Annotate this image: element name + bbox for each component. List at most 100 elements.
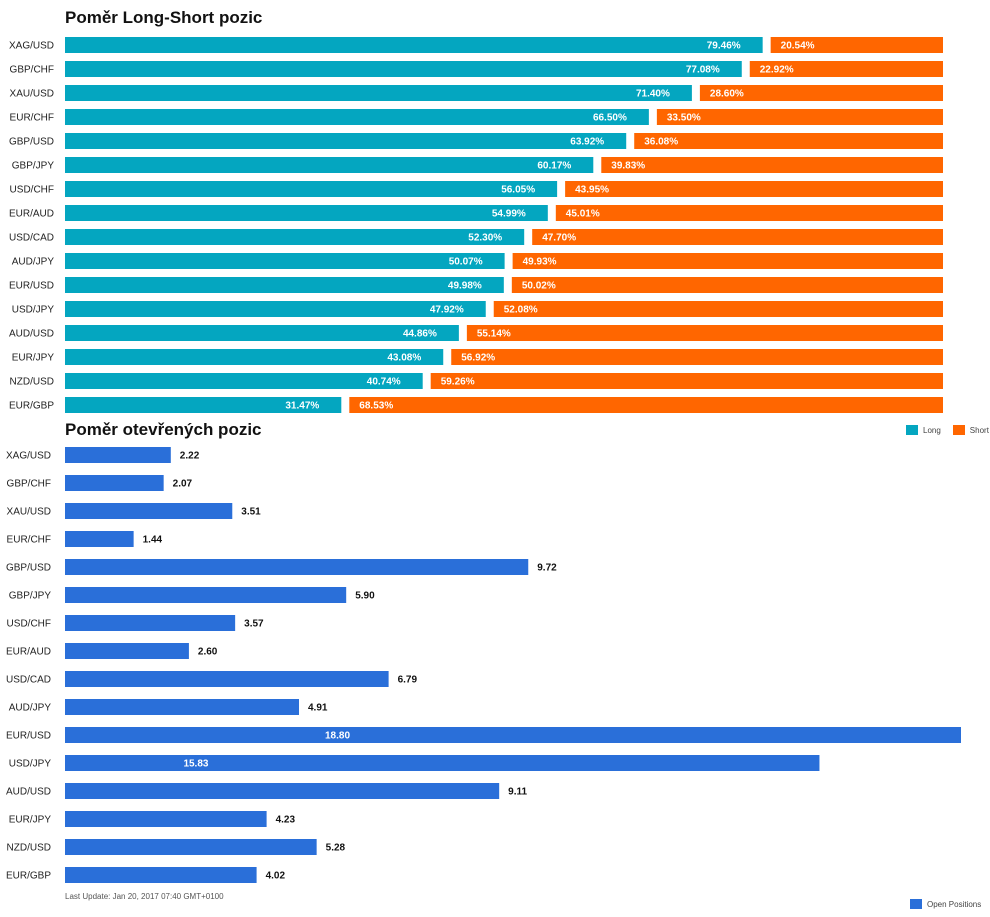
short-bar-usd-jpy: [493, 301, 943, 317]
short-bar-gbp-usd: [634, 133, 943, 149]
long-value-label: 49.98%: [448, 281, 482, 292]
long-bar-nzd-usd: [65, 373, 423, 389]
short-bar-gbp-chf: [749, 61, 943, 77]
long-bar-xau-usd: [65, 85, 692, 101]
short-legend-swatch: [952, 425, 965, 435]
open-value-label: 2.22: [180, 451, 200, 462]
op-category-nzd-usd: NZD/USD: [7, 843, 51, 854]
short-bar-nzd-usd: [430, 373, 943, 389]
short-bar-eur-chf: [656, 109, 943, 125]
short-value-label: 59.26%: [441, 377, 475, 388]
open-positions-chart-title: Poměr otevřených pozic: [65, 420, 262, 439]
open-value-label: 4.23: [276, 815, 296, 826]
short-bar-xau-usd: [699, 85, 943, 101]
long-value-label: 56.05%: [501, 185, 535, 196]
op-category-eur-usd: EUR/USD: [6, 731, 51, 742]
long-bar-usd-cad: [65, 229, 525, 245]
open-value-label: 2.60: [198, 647, 218, 658]
long-short-chart-title: Poměr Long-Short pozic: [65, 8, 263, 27]
open-value-label: 2.07: [173, 479, 193, 490]
open-value-label: 9.72: [537, 563, 557, 574]
long-legend-swatch: [906, 425, 918, 435]
op-category-gbp-usd: GBP/USD: [6, 563, 51, 574]
op-category-gbp-chf: GBP/CHF: [7, 479, 51, 490]
long-bar-eur-jpy: [65, 349, 444, 365]
last-update-text: Last Update: Jan 20, 2017 07:40 GMT+0100: [65, 892, 224, 901]
short-bar-eur-aud: [555, 205, 943, 221]
short-bar-eur-jpy: [451, 349, 943, 365]
open-bar-usd-chf: [65, 615, 236, 631]
short-value-label: 28.60%: [710, 89, 744, 100]
short-bar-xag-usd: [770, 37, 943, 53]
long-bar-eur-gbp: [65, 397, 342, 413]
ls-category-usd-jpy: USD/JPY: [12, 305, 55, 316]
open-positions-chart: XAG/USD 2.22 GBP/CHF 2.07 XAU/USD 3.51 EUR/CHF…: [6, 447, 961, 883]
short-bar-eur-usd: [511, 277, 943, 293]
short-value-label: 43.95%: [575, 185, 609, 196]
open-value-label: 1.44: [143, 535, 163, 546]
short-legend-label: Short: [969, 425, 989, 435]
open-value-label: 3.51: [241, 507, 261, 518]
open-bar-usd-cad: [65, 671, 389, 687]
long-value-label: 44.86%: [403, 329, 437, 340]
short-value-label: 45.01%: [566, 209, 600, 220]
ls-category-xag-usd: XAG/USD: [9, 41, 54, 52]
open-value-label: 3.57: [244, 619, 264, 630]
long-value-label: 71.40%: [636, 89, 670, 100]
long-value-label: 66.50%: [593, 113, 627, 124]
ls-category-nzd-usd: NZD/USD: [10, 377, 54, 388]
open-value-label: 4.91: [308, 703, 328, 714]
op-category-xag-usd: XAG/USD: [6, 451, 51, 462]
open-bar-aud-usd: [65, 783, 500, 799]
long-value-label: 31.47%: [285, 401, 319, 412]
short-value-label: 36.08%: [644, 137, 678, 148]
short-value-label: 39.83%: [611, 161, 645, 172]
op-category-usd-cad: USD/CAD: [6, 675, 51, 686]
long-value-label: 50.07%: [449, 257, 483, 268]
ls-category-eur-jpy: EUR/JPY: [12, 353, 55, 364]
ls-category-gbp-chf: GBP/CHF: [10, 65, 54, 76]
ls-category-aud-jpy: AUD/JPY: [12, 257, 55, 268]
long-value-label: 77.08%: [686, 65, 720, 76]
op-category-eur-jpy: EUR/JPY: [9, 815, 52, 826]
op-category-eur-aud: EUR/AUD: [6, 647, 51, 658]
open-bar-eur-usd: [65, 727, 961, 743]
ls-category-eur-usd: EUR/USD: [9, 281, 54, 292]
short-bar-usd-chf: [565, 181, 943, 197]
short-value-label: 68.53%: [359, 401, 393, 412]
open-value-label: 6.79: [398, 675, 418, 686]
op-category-aud-jpy: AUD/JPY: [9, 703, 52, 714]
long-value-label: 54.99%: [492, 209, 526, 220]
open-bar-eur-jpy: [65, 811, 267, 827]
open-value-label: 9.11: [508, 787, 527, 798]
open-bar-nzd-usd: [65, 839, 317, 855]
long-bar-eur-usd: [65, 277, 504, 293]
open-bar-gbp-jpy: [65, 587, 347, 603]
open-bar-aud-jpy: [65, 699, 300, 715]
short-value-label: 20.54%: [781, 41, 815, 52]
long-bar-aud-usd: [65, 325, 459, 341]
long-short-legend: Long Short: [906, 425, 989, 435]
open-value-label: 4.02: [266, 871, 286, 882]
ls-category-usd-chf: USD/CHF: [10, 185, 54, 196]
open-bar-eur-gbp: [65, 867, 257, 883]
op-category-usd-jpy: USD/JPY: [9, 759, 52, 770]
long-legend-label: Long: [923, 425, 941, 435]
short-value-label: 47.70%: [542, 233, 576, 244]
long-bar-gbp-usd: [65, 133, 627, 149]
short-value-label: 55.14%: [477, 329, 511, 340]
open-bar-gbp-usd: [65, 559, 529, 575]
long-value-label: 63.92%: [570, 137, 604, 148]
long-bar-eur-chf: [65, 109, 649, 125]
ls-category-aud-usd: AUD/USD: [9, 329, 54, 340]
short-bar-aud-usd: [466, 325, 943, 341]
open-positions-legend: Open Positions: [910, 899, 981, 909]
long-bar-xag-usd: [65, 37, 763, 53]
short-value-label: 50.02%: [522, 281, 556, 292]
short-value-label: 33.50%: [667, 113, 701, 124]
ls-category-gbp-usd: GBP/USD: [9, 137, 54, 148]
op-category-gbp-jpy: GBP/JPY: [9, 591, 52, 602]
ls-category-xau-usd: XAU/USD: [10, 89, 54, 100]
op-category-eur-chf: EUR/CHF: [7, 535, 51, 546]
